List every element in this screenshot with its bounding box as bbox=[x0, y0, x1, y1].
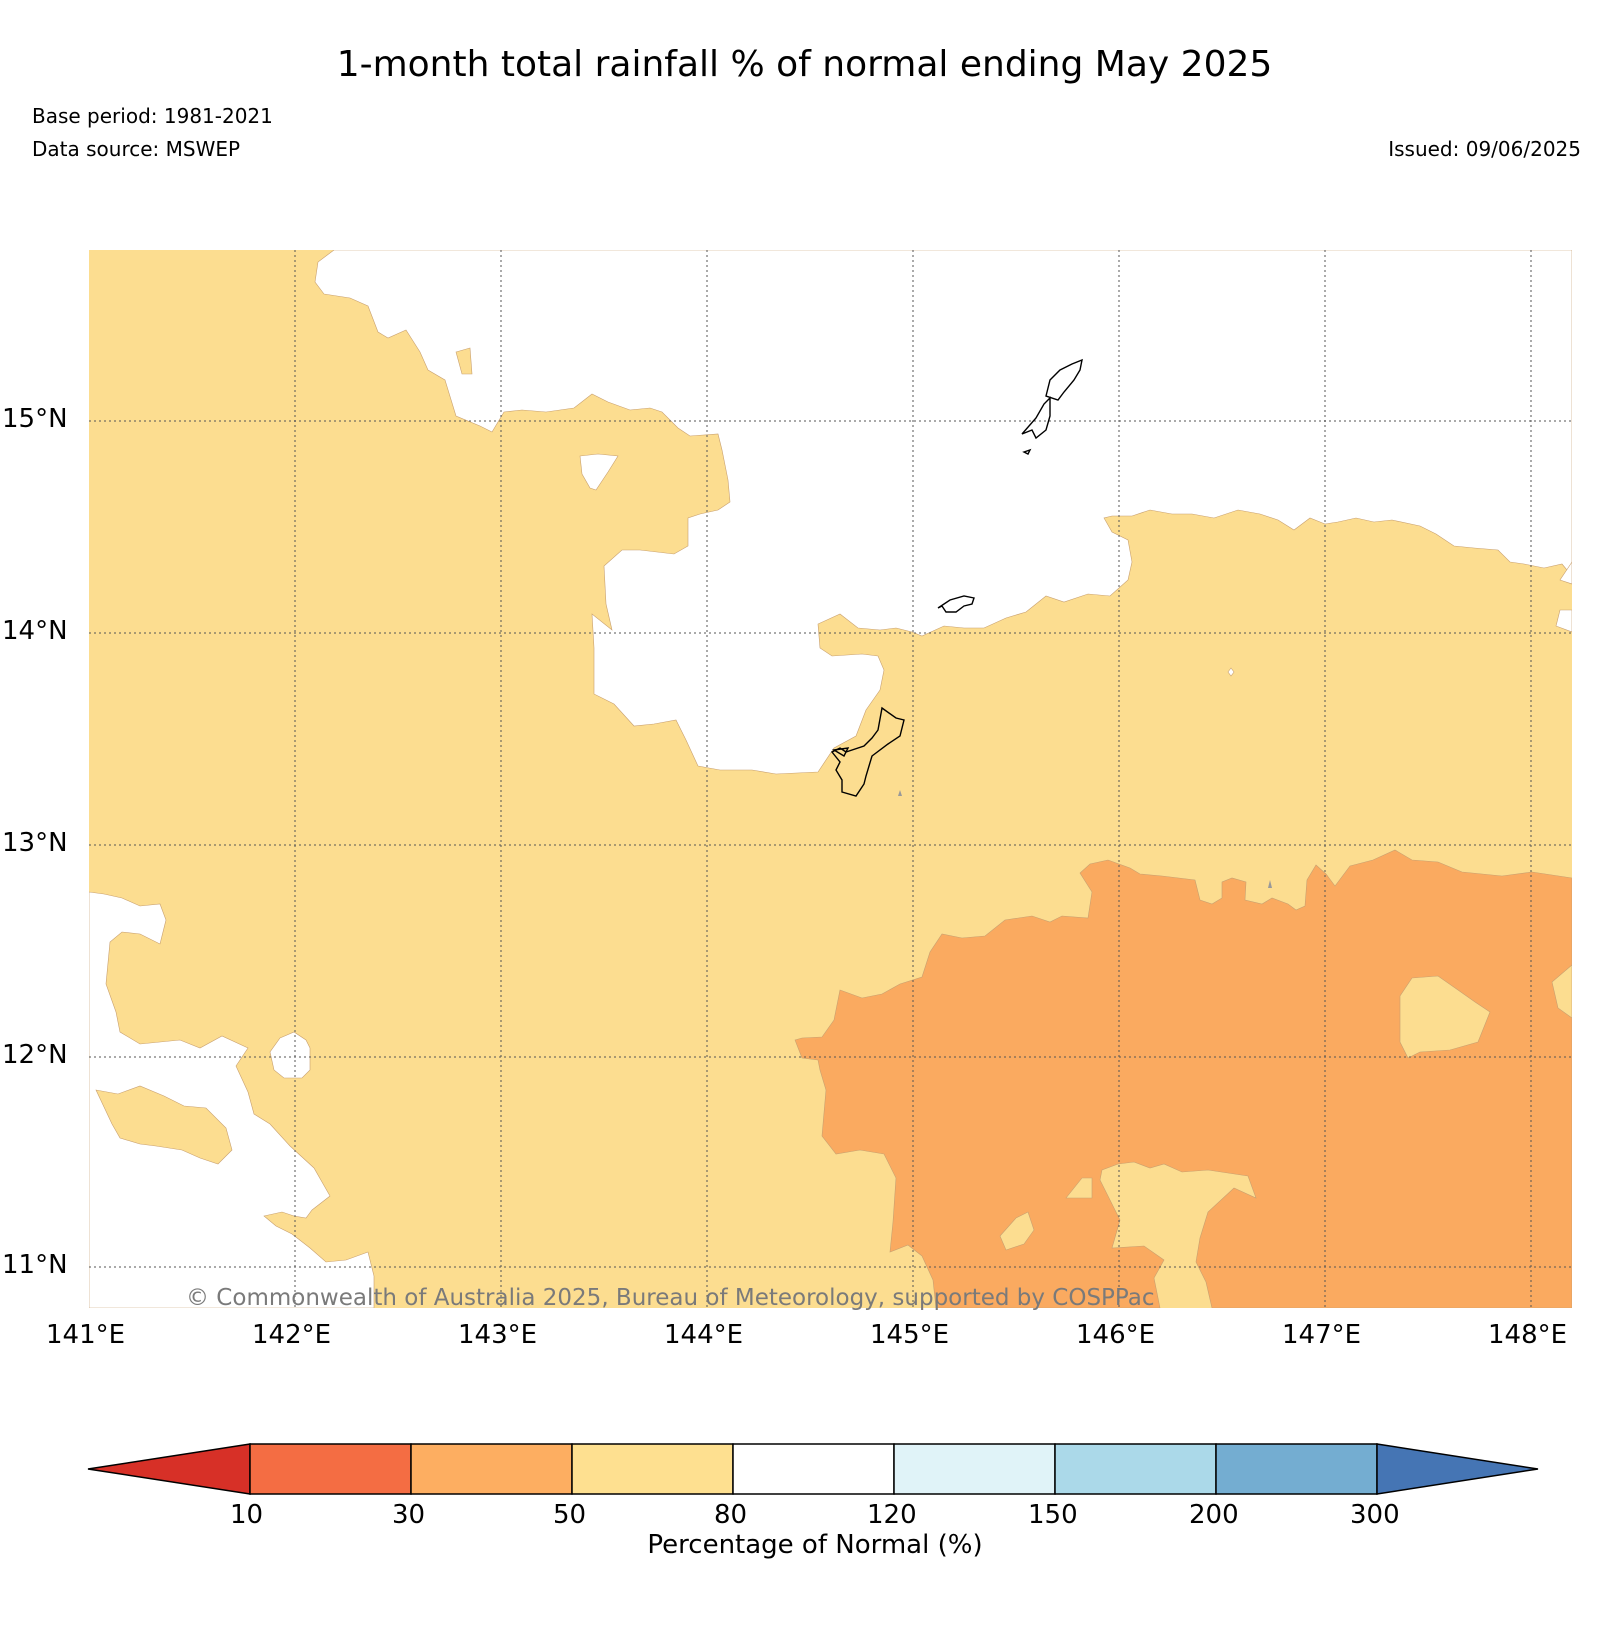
colorbar-tick-50: 50 bbox=[553, 1500, 587, 1530]
lat-label-15n: 15°N bbox=[2, 404, 68, 434]
colorbar-segment bbox=[893, 1443, 1056, 1495]
region-80-120-east-edge bbox=[1555, 609, 1572, 633]
region-80-120-north bbox=[314, 250, 1572, 775]
data-source: Data source: MSWEP bbox=[32, 137, 241, 161]
guam-coastline bbox=[831, 747, 850, 757]
lon-label-141e: 141°E bbox=[46, 1320, 126, 1350]
region-50-80-patch bbox=[1551, 964, 1572, 1019]
lon-label-142e: 142°E bbox=[252, 1320, 332, 1350]
lat-label-11n: 11°N bbox=[2, 1250, 68, 1280]
lon-label-144e: 144°E bbox=[664, 1320, 744, 1350]
lat-label-13n: 13°N bbox=[2, 828, 68, 858]
guam-coastline bbox=[830, 706, 905, 797]
region-80-120-bay bbox=[269, 1031, 311, 1079]
map-title: 1-month total rainfall % of normal endin… bbox=[336, 44, 1273, 85]
lat-label-14n: 14°N bbox=[2, 616, 68, 646]
islet-marker bbox=[1268, 880, 1272, 888]
tinian-coastline bbox=[1021, 396, 1051, 440]
colorbar-segment bbox=[410, 1443, 573, 1495]
region-30-50 bbox=[794, 849, 1572, 1308]
aguijan-coastline bbox=[1022, 448, 1032, 455]
issued-date: Issued: 09/06/2025 bbox=[1388, 137, 1581, 161]
region-80-120-north-inlet bbox=[1559, 561, 1572, 585]
saipan-coastline bbox=[1045, 358, 1083, 401]
lon-label-146e: 146°E bbox=[1076, 1320, 1156, 1350]
region-80-120-islet bbox=[579, 453, 619, 491]
colorbar-tick-300: 300 bbox=[1350, 1500, 1400, 1530]
colorbar-segment bbox=[249, 1443, 412, 1495]
lon-label-148e: 148°E bbox=[1488, 1320, 1568, 1350]
coastlines bbox=[830, 358, 1083, 797]
lon-label-143e: 143°E bbox=[458, 1320, 538, 1350]
colorbar-extend-high bbox=[1376, 1443, 1539, 1495]
colorbar-tick-30: 30 bbox=[392, 1500, 426, 1530]
colorbar-segment bbox=[1215, 1443, 1378, 1495]
colorbar-tick-150: 150 bbox=[1028, 1500, 1078, 1530]
colorbar-segment bbox=[732, 1443, 895, 1495]
colorbar-tick-200: 200 bbox=[1189, 1500, 1239, 1530]
colorbar-extend-low bbox=[87, 1443, 251, 1495]
lon-label-145e: 145°E bbox=[870, 1320, 950, 1350]
colorbar-label: Percentage of Normal (%) bbox=[647, 1530, 983, 1560]
colorbar-tick-10: 10 bbox=[230, 1500, 264, 1530]
colorbar-tick-120: 120 bbox=[867, 1500, 917, 1530]
islet-marker bbox=[898, 790, 902, 796]
base-period: Base period: 1981-2021 bbox=[32, 104, 273, 128]
region-50-80-patch bbox=[1399, 975, 1491, 1059]
rainfall-map bbox=[89, 250, 1572, 1308]
region-80-120-islet bbox=[1227, 667, 1235, 677]
region-50-80-patch bbox=[1065, 1177, 1093, 1199]
graticule bbox=[89, 250, 1572, 1308]
rota-coastline bbox=[937, 595, 975, 613]
region-50-80-islet bbox=[455, 347, 473, 375]
region-50-80-patch bbox=[999, 1211, 1035, 1251]
region-80-120-west bbox=[89, 891, 375, 1308]
colorbar-segment bbox=[1054, 1443, 1217, 1495]
colorbar-segment bbox=[571, 1443, 734, 1495]
lon-label-147e: 147°E bbox=[1282, 1320, 1362, 1350]
lat-label-12n: 12°N bbox=[2, 1040, 68, 1070]
colorbar-tick-80: 80 bbox=[714, 1500, 748, 1530]
region-50-80-west-island bbox=[95, 1085, 233, 1165]
copyright-notice: © Commonwealth of Australia 2025, Bureau… bbox=[186, 1285, 1155, 1311]
